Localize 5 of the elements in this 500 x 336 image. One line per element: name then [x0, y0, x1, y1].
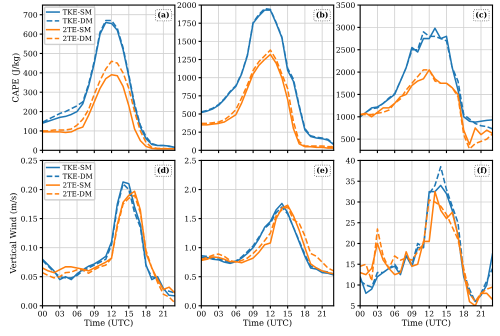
- x-axis-title: Time (UTC): [243, 319, 292, 328]
- y-axis-title: Vertical Wind (m/s): [10, 193, 18, 274]
- y-axis-title: CAPE (J/kg): [12, 53, 20, 102]
- x-axis-title: Time (UTC): [402, 319, 450, 328]
- x-axis-title: Time (UTC): [84, 319, 133, 328]
